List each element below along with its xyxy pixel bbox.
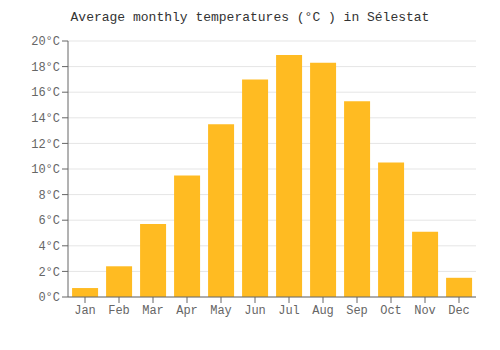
svg-text:Jun: Jun (244, 304, 266, 318)
svg-text:4°C: 4°C (38, 240, 60, 254)
svg-text:May: May (210, 304, 232, 318)
svg-text:18°C: 18°C (31, 61, 60, 75)
svg-text:2°C: 2°C (38, 266, 60, 280)
svg-text:0°C: 0°C (38, 291, 60, 305)
svg-text:Feb: Feb (108, 304, 130, 318)
svg-text:Dec: Dec (448, 304, 470, 318)
svg-text:Nov: Nov (414, 304, 436, 318)
svg-text:Jul: Jul (278, 304, 300, 318)
svg-text:16°C: 16°C (31, 86, 60, 100)
svg-text:8°C: 8°C (38, 189, 60, 203)
svg-text:Apr: Apr (176, 304, 198, 318)
svg-text:12°C: 12°C (31, 138, 60, 152)
svg-text:Jan: Jan (74, 304, 96, 318)
svg-text:Mar: Mar (142, 304, 164, 318)
svg-text:Aug: Aug (312, 304, 334, 318)
svg-text:20°C: 20°C (31, 35, 60, 49)
svg-text:Oct: Oct (380, 304, 402, 318)
svg-text:Sep: Sep (346, 304, 368, 318)
svg-text:10°C: 10°C (31, 163, 60, 177)
svg-text:14°C: 14°C (31, 112, 60, 126)
svg-text:6°C: 6°C (38, 214, 60, 228)
html-text:Average monthly temperatures (: Average monthly temperatures (°C ) in Sé… (70, 10, 430, 25)
